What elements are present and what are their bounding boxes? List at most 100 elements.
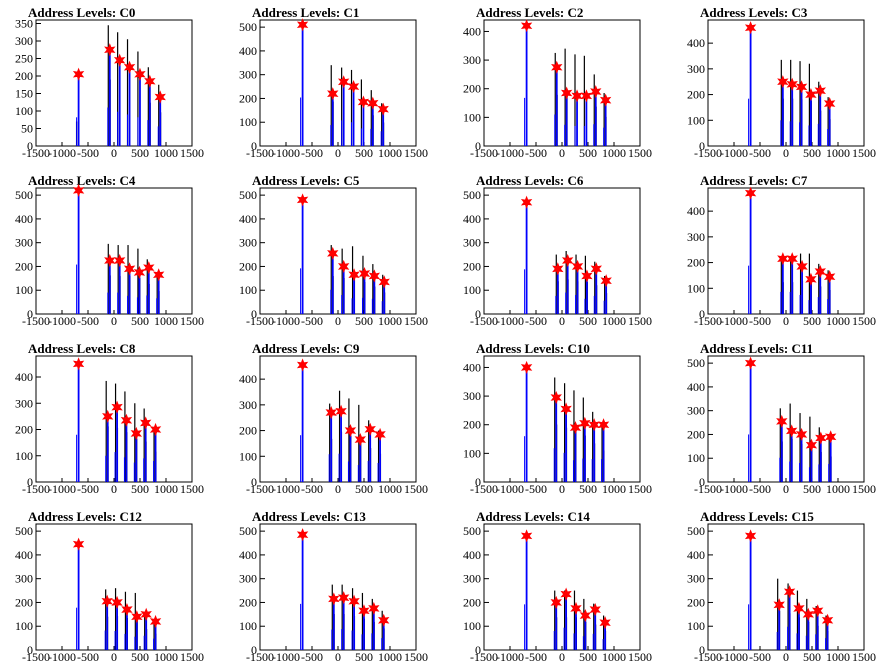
x-tick-label: 0 (111, 650, 117, 664)
y-tick-label: 150 (15, 87, 33, 101)
peak-marker (327, 246, 339, 260)
peak-marker (795, 427, 808, 442)
peak-marker (599, 616, 611, 630)
x-tick-label: -1500 (246, 314, 274, 328)
peak-marker (358, 604, 370, 618)
peak-marker (104, 43, 116, 57)
plot-frame (259, 523, 417, 651)
x-tick-label: -1500 (22, 482, 50, 496)
x-tick-label: 1500 (404, 650, 428, 664)
peak-marker (785, 424, 798, 438)
peak-marker (327, 87, 339, 101)
plot-frame (483, 523, 641, 651)
peak-marker (795, 80, 808, 94)
x-tick-label: -1000 (48, 650, 76, 664)
x-tick-label: 500 (803, 146, 821, 160)
x-tick-label: 500 (803, 314, 821, 328)
chart-title: Address Levels: C10 (476, 341, 590, 356)
x-tick-label: 500 (803, 650, 821, 664)
x-tick-label: -500 (77, 146, 99, 160)
chart-panel: Address Levels: C10100200300400500-1500-… (239, 5, 428, 160)
peak-marker (552, 262, 564, 276)
x-tick-label: -500 (301, 650, 323, 664)
chart-title: Address Levels: C0 (28, 5, 135, 20)
y-tick-label: 0 (251, 475, 257, 489)
x-tick-label: 0 (559, 482, 565, 496)
y-tick-label: 300 (15, 396, 33, 410)
y-tick-label: 400 (15, 548, 33, 562)
y-tick-label: 300 (239, 572, 257, 586)
peak-marker (130, 426, 143, 441)
peak-marker (113, 253, 126, 268)
peak-marker (580, 89, 593, 103)
peak-marker (777, 252, 789, 266)
plot-frame (259, 19, 417, 147)
y-tick-label: 100 (15, 283, 33, 297)
peak-marker (811, 604, 824, 618)
x-tick-label: 1000 (602, 146, 626, 160)
x-tick-label: 0 (111, 314, 117, 328)
peak-marker (358, 267, 371, 281)
y-tick-label: 200 (687, 427, 705, 441)
y-tick-label: 200 (463, 595, 481, 609)
y-tick-label: 100 (239, 115, 257, 129)
y-tick-label: 0 (251, 307, 257, 321)
x-tick-label: 1500 (852, 482, 876, 496)
plot-frame (707, 523, 865, 651)
x-tick-label: 1500 (628, 482, 652, 496)
y-tick-label: 0 (475, 307, 481, 321)
peak-marker (590, 85, 602, 99)
peak-marker (368, 269, 381, 283)
x-tick-label: -1500 (694, 482, 722, 496)
y-tick-label: 500 (463, 524, 481, 538)
y-tick-label: 500 (239, 188, 257, 202)
y-tick-label: 100 (463, 283, 481, 297)
y-tick-label: 100 (463, 619, 481, 633)
y-tick-label: 200 (687, 88, 705, 102)
peak-marker (296, 193, 309, 207)
x-tick-label: -500 (301, 146, 323, 160)
y-tick-label: 300 (15, 236, 33, 250)
peak-marker (570, 601, 582, 615)
x-tick-label: -500 (301, 482, 323, 496)
chart-panel: Address Levels: C50100200300400500-1500-… (239, 173, 428, 328)
chart-panel: Address Levels: C40100200300400500-1500-… (15, 173, 204, 328)
peak-marker (364, 422, 376, 436)
peak-marker (814, 264, 826, 279)
y-tick-label: 200 (239, 91, 257, 105)
chart-title: Address Levels: C1 (252, 5, 359, 20)
chart-panel: Address Levels: C3 0 100 200 300 400 -1500-100… (687, 5, 876, 160)
y-tick-label: 300 (687, 572, 705, 586)
x-tick-label: 500 (355, 146, 373, 160)
x-tick-label: 0 (783, 650, 789, 664)
chart-panel: Address Levels: C2 0 100 200 300 400 -1500-100… (463, 5, 652, 160)
y-tick-label: 400 (463, 212, 481, 226)
x-tick-label: 500 (355, 482, 373, 496)
y-tick-label: 300 (687, 230, 705, 244)
chart-panel: Address Levels: C7 0 100 200 300 400 -1500-100… (687, 173, 876, 328)
peak-marker (123, 262, 136, 276)
chart-title: Address Levels: C5 (252, 173, 360, 188)
peak-marker (296, 18, 309, 32)
chart-title: Address Levels: C11 (700, 341, 813, 356)
peak-marker (72, 537, 85, 551)
y-tick-label: 400 (239, 212, 257, 226)
y-tick-label: 300 (687, 62, 705, 76)
y-tick-label: 400 (687, 204, 705, 218)
y-tick-label: 400 (687, 548, 705, 562)
peak-marker (377, 102, 389, 116)
peak-marker (520, 529, 533, 543)
chart-panel: Address Levels: C14 0 100 200 300 400 500 -1500… (463, 509, 652, 664)
peak-marker (590, 262, 602, 276)
peak-marker (805, 272, 817, 286)
peak-marker (560, 86, 573, 100)
peak-marker (378, 275, 390, 289)
y-tick-label: 300 (463, 53, 481, 67)
peak-marker (101, 594, 113, 608)
x-tick-label: -500 (77, 482, 99, 496)
x-tick-label: -1000 (496, 146, 524, 160)
x-tick-label: -1500 (246, 650, 274, 664)
peak-marker (520, 360, 533, 375)
x-tick-label: 1000 (378, 314, 402, 328)
y-tick-label: 100 (687, 451, 705, 465)
